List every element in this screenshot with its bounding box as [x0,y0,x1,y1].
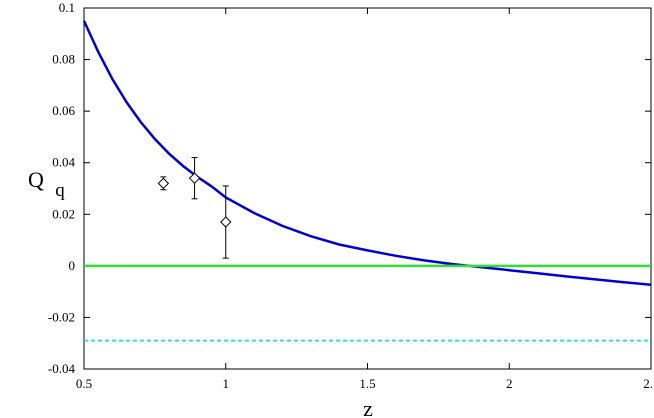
x-tick-label: 0.5 [76,376,92,391]
y-tick-label: -0.04 [48,361,76,376]
series-lines [82,20,652,342]
axis-ticks: 0.5 1 1.5 2 2. -0.04 -0.02 0 0.02 0.04 0.06 0.08 0.1 [48,0,653,391]
data-point-diamond [220,216,232,228]
data-point-diamond [188,172,201,184]
x-tick-label: 1 [223,376,230,391]
x-axis-title: z [363,396,373,418]
y-tick-label: 0.06 [52,103,75,118]
y-tick-label: -0.02 [48,309,75,324]
x-tick-label: 2. [643,376,653,391]
y-tick-label: 0.04 [52,155,75,170]
model-curve [82,20,652,286]
data-markers [157,157,232,259]
data-point-diamond [157,177,170,190]
y-tick-label: 0.08 [52,52,75,67]
y-tick-label: 0.1 [59,0,75,15]
y-axis-title-main: Q [28,167,44,192]
plot-frame [83,7,652,370]
y-tick-label: 0 [69,258,76,273]
x-tick-label: 2 [506,376,513,391]
x-tick-label: 1.5 [359,376,375,391]
y-tick-label: 0.02 [52,206,75,221]
y-axis-title-sub: q [55,180,65,201]
